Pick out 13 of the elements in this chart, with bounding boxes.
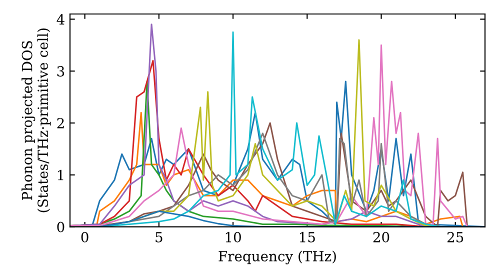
x-tick-label: 0 <box>81 232 88 242</box>
x-tick-label: 20 <box>373 232 390 242</box>
x-tick-label: 5 <box>156 232 162 242</box>
y-tick-label: 3 <box>57 66 64 77</box>
y-tick-label: 4 <box>56 14 64 24</box>
y-tick-label: 2 <box>57 118 64 128</box>
y-tick-label: 0 <box>57 222 64 232</box>
x-tick-label: 15 <box>300 232 315 242</box>
y-axis-title: Phonon projected DOS (States/THz·primitive cell) <box>22 28 51 212</box>
y-tick-label: 1 <box>58 170 64 180</box>
x-axis-title: Frequency (THz) <box>218 250 336 264</box>
x-tick-label: 25 <box>447 232 464 242</box>
x-tick-label: 10 <box>226 232 241 242</box>
